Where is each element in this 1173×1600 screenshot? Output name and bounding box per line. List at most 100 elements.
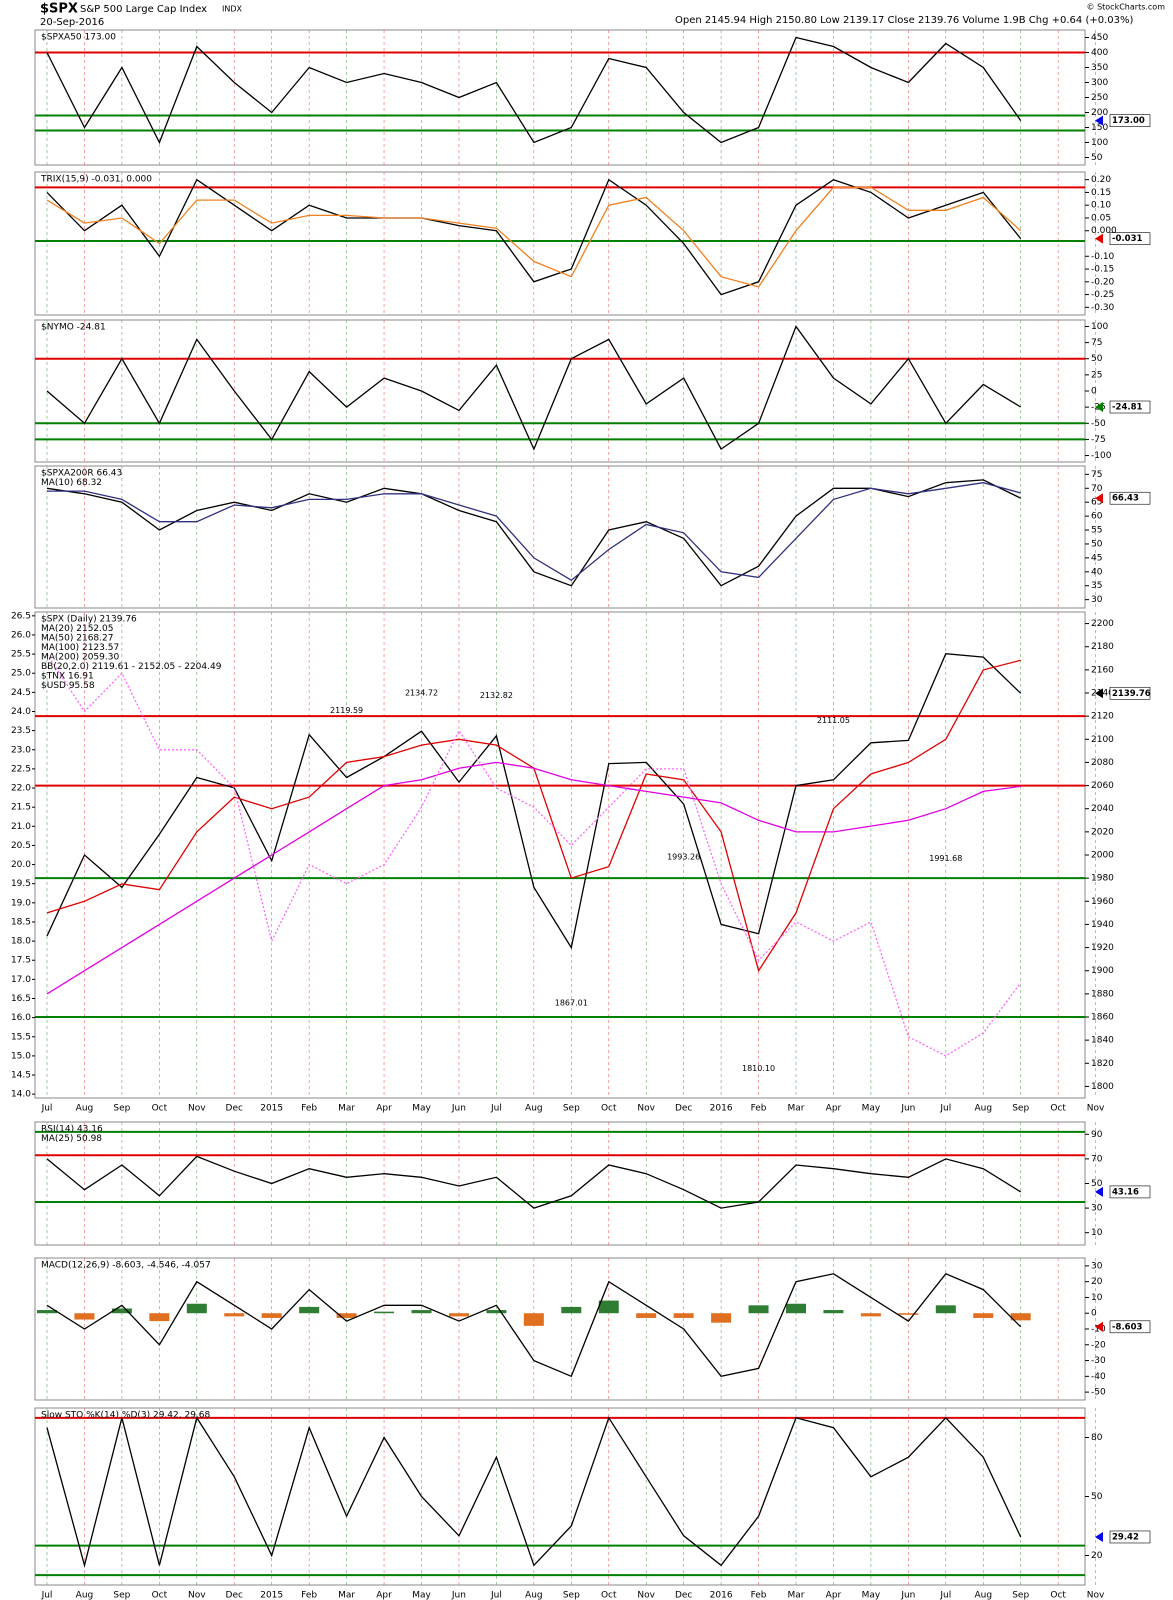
y-tick-label: 400	[1091, 48, 1108, 58]
x-tick-label: Aug	[525, 1591, 543, 1600]
y2-tick-label: 24.0	[11, 707, 31, 717]
y-tick-label: 0	[1091, 387, 1097, 397]
value-arrow	[1095, 493, 1103, 504]
x-tick-label: Sep	[1012, 1104, 1029, 1114]
y2-tick-label: 20.0	[11, 860, 31, 870]
histogram-bar	[411, 1310, 432, 1314]
y2-tick-label: 23.5	[11, 726, 31, 736]
x-tick-label: Nov	[637, 1104, 655, 1114]
y-tick-label: 50	[1091, 1492, 1103, 1502]
histogram-bar	[37, 1310, 57, 1314]
histogram-bar	[748, 1305, 769, 1314]
y-tick-label: 70	[1091, 484, 1103, 494]
x-tick-label: Jul	[41, 1591, 53, 1600]
y-tick-label: 55	[1091, 526, 1102, 536]
y-tick-label: 2020	[1091, 827, 1114, 837]
x-tick-label: Jul	[939, 1591, 951, 1600]
y-tick-label: 50	[1091, 1179, 1103, 1189]
panel-legend: BB(20,2.0) 2119.61 - 2152.05 - 2204.49	[41, 662, 222, 672]
x-tick-label: Jun	[900, 1104, 915, 1114]
y2-tick-label: 18.5	[11, 917, 31, 927]
y-tick-label: -20	[1091, 1340, 1106, 1350]
y2-tick-label: 21.5	[11, 803, 31, 813]
y-tick-label: 20	[1091, 1551, 1103, 1561]
y2-tick-label: 14.0	[11, 1090, 31, 1100]
value-box	[1109, 232, 1151, 245]
index-name: S&P 500 Large Cap Index	[80, 4, 207, 15]
panel-legend: $SPXA200R 66.43	[41, 469, 122, 479]
y-tick-label: -75	[1091, 435, 1106, 445]
y-tick-label: -100	[1091, 451, 1112, 461]
x-tick-label: Oct	[601, 1591, 617, 1600]
x-tick-label: Jul	[41, 1104, 53, 1114]
x-tick-label: Oct	[1050, 1104, 1066, 1114]
y-tick-label: 2080	[1091, 758, 1114, 768]
panel-legend: TRIX(15,9) -0.031, 0.000	[40, 175, 152, 185]
x-tick-label: Mar	[788, 1104, 805, 1114]
y-tick-label: 30	[1091, 1261, 1103, 1271]
value-box	[1109, 1320, 1151, 1334]
y2-tick-label: 26.0	[11, 630, 31, 640]
y-tick-label: 35	[1091, 581, 1102, 591]
panel-legend: $NYMO -24.81	[41, 323, 106, 333]
y-tick-label: 100	[1091, 138, 1108, 148]
x-tick-label: 2015	[260, 1104, 283, 1114]
panel-legend: MA(100) 2123.57	[41, 643, 119, 653]
y-tick-label: 30	[1091, 595, 1103, 605]
price-annotation: 2134.72	[405, 689, 438, 698]
x-tick-label: Sep	[1012, 1591, 1029, 1600]
y2-tick-label: 22.0	[11, 784, 31, 794]
y-tick-label: 1920	[1091, 943, 1114, 953]
x-tick-label: Jun	[900, 1591, 915, 1600]
y-tick-label: 70	[1091, 1154, 1103, 1164]
y-tick-label: -0.20	[1091, 277, 1115, 287]
series-line	[46, 1155, 1022, 1209]
y-tick-label: 0.000	[1091, 226, 1117, 236]
histogram-bar	[636, 1313, 657, 1318]
panel-legend: MA(10) 68.32	[41, 478, 102, 488]
last-value: 43.16	[1112, 1187, 1139, 1197]
x-tick-label: Nov	[188, 1591, 206, 1600]
y-tick-label: 2060	[1091, 781, 1114, 791]
y-tick-label: -0.30	[1091, 303, 1115, 313]
y2-tick-label: 20.5	[11, 841, 31, 851]
x-tick-label: Aug	[76, 1104, 94, 1114]
y-tick-label: 2040	[1091, 804, 1114, 814]
last-value: -0.031	[1112, 234, 1142, 244]
series-line	[46, 479, 1021, 587]
x-tick-label: Apr	[376, 1104, 392, 1114]
y2-tick-label: 19.0	[11, 898, 31, 908]
panel-legend: MA(25) 50.98	[41, 1134, 102, 1144]
histogram-bar	[786, 1303, 806, 1314]
x-tick-label: 2016	[710, 1591, 733, 1600]
x-tick-label: Sep	[113, 1104, 130, 1114]
x-tick-label: Sep	[563, 1591, 580, 1600]
y-tick-label: 0.15	[1091, 188, 1111, 198]
histogram-bar	[374, 1311, 395, 1314]
y2-tick-label: 15.0	[11, 1051, 31, 1061]
y-tick-label: 90	[1091, 1130, 1103, 1140]
x-tick-label: Jul	[939, 1104, 951, 1114]
x-tick-label: Apr	[826, 1591, 842, 1600]
y-tick-label: 1820	[1091, 1059, 1114, 1069]
x-tick-label: Oct	[152, 1591, 168, 1600]
x-tick-label: Mar	[338, 1104, 355, 1114]
histogram-bar	[523, 1313, 544, 1326]
price-annotation: 2111.05	[817, 716, 850, 725]
value-arrow	[1095, 233, 1103, 244]
x-tick-label: Nov	[637, 1591, 655, 1600]
last-value: 66.43	[1112, 494, 1139, 504]
value-arrow	[1095, 688, 1103, 699]
histogram-bar	[486, 1310, 507, 1314]
y-tick-label: 2000	[1091, 851, 1114, 861]
y2-tick-label: 16.0	[11, 1013, 31, 1023]
value-box	[1109, 686, 1151, 700]
last-value: 173.00	[1112, 116, 1145, 126]
series-line	[46, 186, 1022, 288]
price-annotation: 1867.01	[555, 998, 588, 1007]
histogram-bar	[261, 1313, 282, 1318]
y-tick-label: 2100	[1091, 735, 1114, 745]
histogram-bar	[224, 1313, 245, 1317]
